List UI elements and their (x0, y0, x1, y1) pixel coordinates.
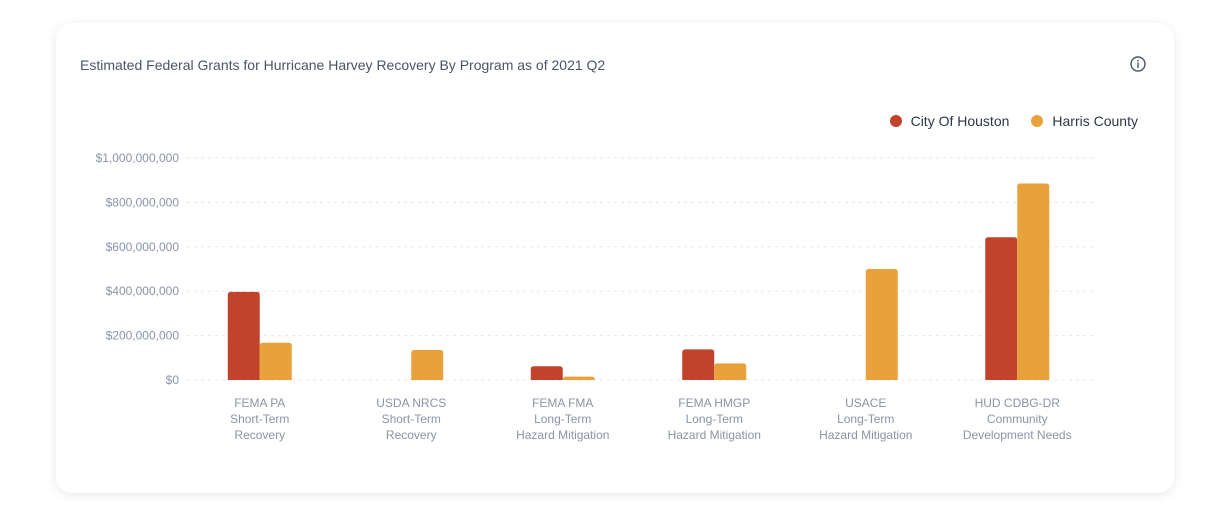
x-category-label: USACE (845, 396, 886, 410)
bar-city-of-houston[interactable] (530, 366, 563, 380)
x-category-label: Community (987, 412, 1048, 426)
info-icon[interactable] (1130, 56, 1146, 72)
x-category-label: Hazard Mitigation (819, 428, 912, 442)
chart-title: Estimated Federal Grants for Hurricane H… (80, 57, 606, 73)
bar-chart: $0 $200,000,000 $400,000,000 $600,000,000 $8… (96, 151, 1096, 442)
legend-label: Harris County (1052, 113, 1138, 129)
bar-harris-county[interactable] (411, 350, 444, 380)
x-category-label: Long-Term (534, 412, 591, 426)
x-category-label: Short-Term (230, 412, 289, 426)
legend: City Of Houston Harris County (889, 113, 1138, 129)
x-category-label: HUD CDBG-DR (975, 396, 1061, 410)
x-category-label: FEMA FMA (532, 396, 593, 410)
x-category-label: Hazard Mitigation (668, 428, 761, 442)
chart-card: Estimated Federal Grants for Hurricane H… (56, 23, 1174, 493)
x-category-label: FEMA PA (234, 396, 285, 410)
x-category-label: Long-Term (686, 412, 743, 426)
legend-label: City Of Houston (910, 113, 1010, 129)
x-category-label: Short-Term (382, 412, 441, 426)
y-tick-label: $1,000,000,000 (96, 151, 180, 165)
legend-swatch (889, 115, 902, 127)
bar-harris-county[interactable] (259, 342, 292, 380)
x-category-label: FEMA HMGP (678, 396, 750, 410)
legend-swatch (1031, 115, 1044, 127)
bar-harris-county[interactable] (1017, 183, 1050, 380)
x-category-label: Long-Term (837, 412, 894, 426)
x-category-label: Recovery (234, 428, 285, 442)
y-tick-label: $600,000,000 (106, 240, 180, 254)
bar-harris-county[interactable] (562, 376, 595, 380)
bar-city-of-houston[interactable] (682, 349, 715, 380)
y-tick-label: $0 (166, 373, 180, 387)
x-category-label: Hazard Mitigation (516, 428, 609, 442)
x-category-label: Development Needs (963, 428, 1072, 442)
y-tick-label: $400,000,000 (106, 284, 180, 298)
x-category-label: Recovery (386, 428, 437, 442)
bar-harris-county[interactable] (865, 269, 898, 380)
bar-harris-county[interactable] (714, 363, 747, 380)
y-tick-label: $200,000,000 (106, 329, 180, 343)
legend-item-harris-county[interactable]: Harris County (1031, 113, 1138, 129)
y-tick-label: $800,000,000 (106, 195, 180, 209)
legend-item-city-of-houston[interactable]: City Of Houston (889, 113, 1010, 129)
bar-city-of-houston[interactable] (227, 291, 260, 380)
x-category-label: USDA NRCS (376, 396, 446, 410)
bar-city-of-houston[interactable] (985, 237, 1018, 380)
